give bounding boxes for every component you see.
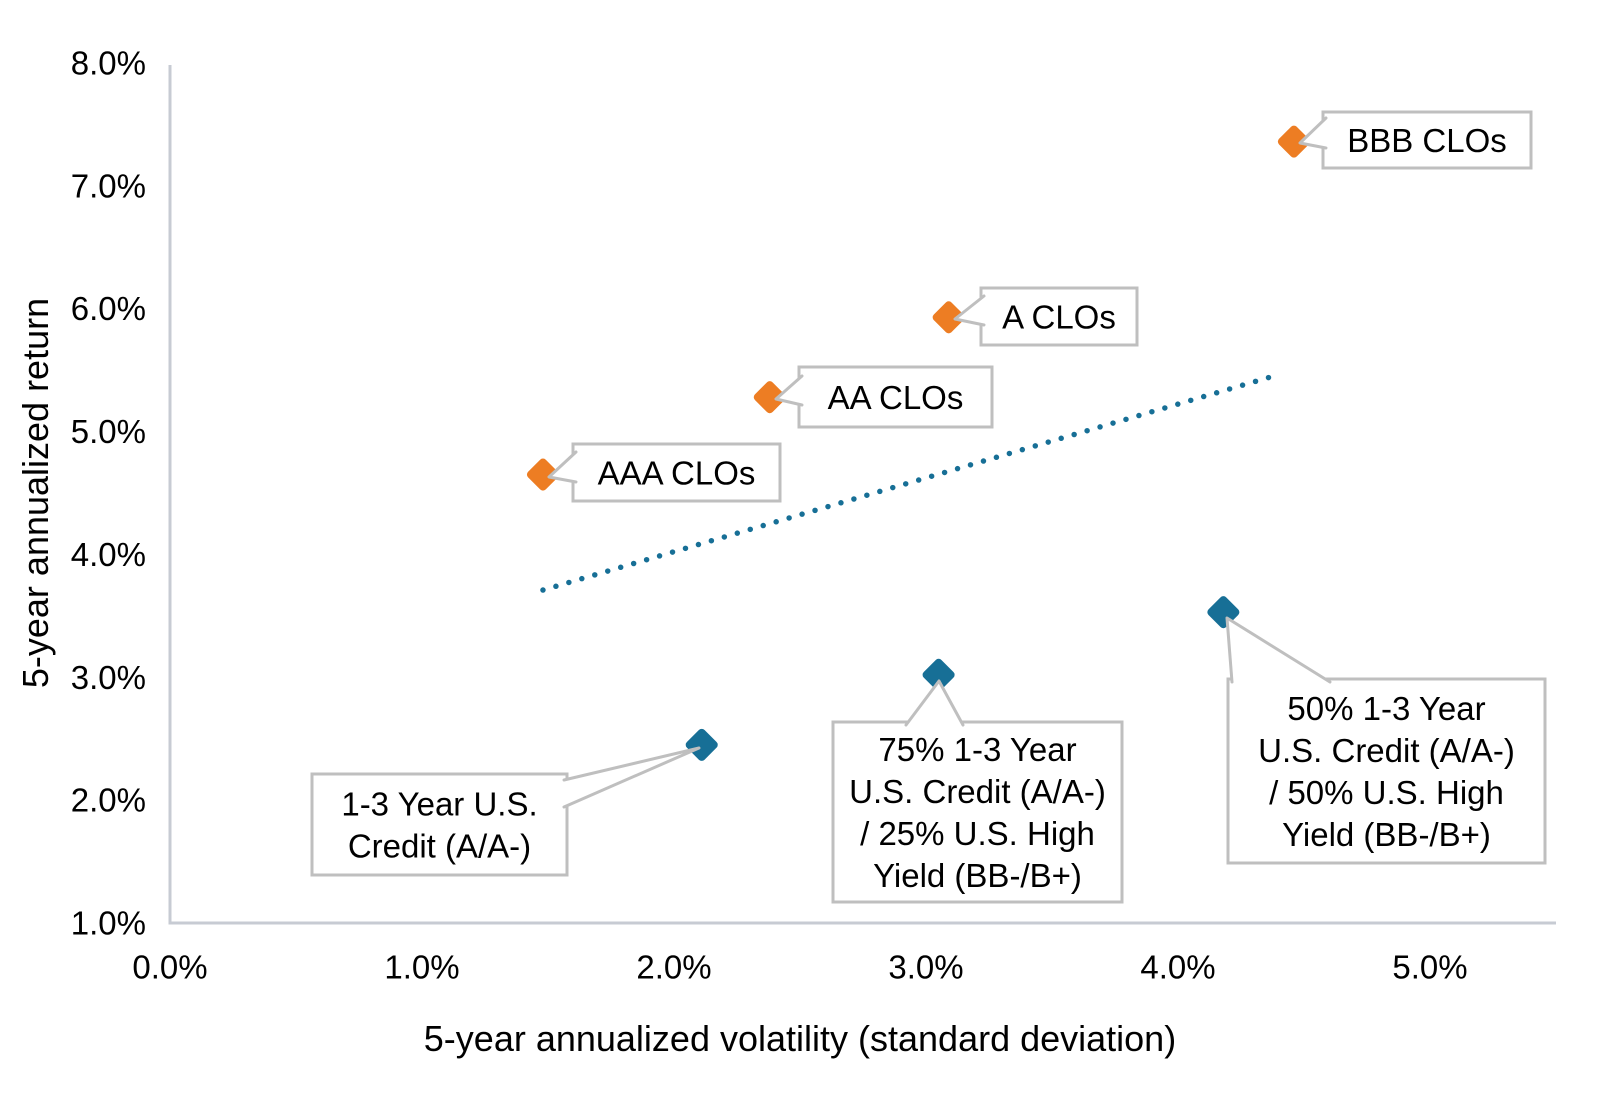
callout-label: AA CLOs (828, 379, 964, 416)
x-tick-label: 2.0% (636, 949, 711, 986)
callout-pointer-outline (562, 746, 701, 809)
callout-pointer-outline (774, 374, 804, 407)
callout-pointer-outline (1298, 116, 1328, 150)
data-point-75-1-3-year-u-s-credit-a-a-25-u-s-high-y (922, 658, 955, 691)
callout-aa-clos: AA CLOs (774, 365, 994, 429)
callout-aaa-clos: AAA CLOs (547, 442, 782, 503)
y-tick-label: 1.0% (71, 905, 146, 942)
callout-pointer-outline (547, 450, 578, 484)
callout-75-1-3-year-u-s-credit-a-a-25-u-s-high-y: 75% 1-3 Year U.S. Credit (A/A-)/ 25% U.S.… (831, 679, 1124, 904)
data-point-aa-clos (753, 381, 786, 414)
callout-box (831, 720, 1124, 904)
callout-label: A CLOs (1002, 298, 1116, 335)
x-tick-label: 1.0% (384, 949, 459, 986)
callout-a-clos: A CLOs (953, 286, 1139, 347)
callout-box (979, 286, 1139, 347)
y-tick-label: 5.0% (71, 413, 146, 450)
callout-box (310, 772, 569, 877)
data-point-1-3-year-u-s-credit-a-a (685, 728, 718, 761)
callout-box (1226, 677, 1547, 865)
callout-label: 75% 1-3 Year U.S. Credit (A/A-)/ 25% U.S.… (849, 731, 1106, 894)
x-tick-label: 3.0% (888, 949, 963, 986)
callout-pointer-outline (904, 679, 965, 727)
callout-pointer-fill (906, 681, 963, 725)
callout-bbb-clos: BBB CLOs (1298, 110, 1533, 170)
callout-pointer-outline (1225, 616, 1332, 684)
callout-50-1-3-year-u-s-credit-a-a-50-u-s-high-y: 50% 1-3 Year U.S. Credit (A/A-)/ 50% U.S.… (1225, 616, 1547, 865)
y-tick-label: 8.0% (71, 45, 146, 82)
callout-label: 1-3 Year U.S. Credit (A/A-) (341, 785, 537, 864)
data-point-a-clos (932, 301, 965, 334)
y-tick-label: 7.0% (71, 167, 146, 204)
callout-box (1321, 110, 1533, 170)
x-axis-title: 5-year annualized volatility (standard d… (423, 1018, 1177, 1059)
callout-1-3-year-u-s-credit-a-a: 1-3 Year U.S. Credit (A/A-) (310, 746, 701, 877)
callout-box (571, 442, 782, 503)
x-tick-label: 0.0% (132, 949, 207, 986)
y-tick-label: 2.0% (71, 782, 146, 819)
callout-pointer-outline (953, 294, 986, 327)
callout-label: BBB CLOs (1347, 122, 1507, 159)
x-tick-label: 4.0% (1140, 949, 1215, 986)
callout-label: 50% 1-3 Year U.S. Credit (A/A-)/ 50% U.S.… (1258, 690, 1515, 853)
data-point-aaa-clos (526, 458, 559, 491)
x-tick-label: 5.0% (1392, 949, 1467, 986)
y-tick-label: 3.0% (71, 659, 146, 696)
y-tick-label: 4.0% (71, 536, 146, 573)
callout-label: AAA CLOs (598, 454, 756, 491)
y-axis-title: 5-year annualized return (15, 297, 56, 689)
data-point-bbb-clos (1277, 125, 1310, 158)
y-tick-label: 6.0% (71, 290, 146, 327)
